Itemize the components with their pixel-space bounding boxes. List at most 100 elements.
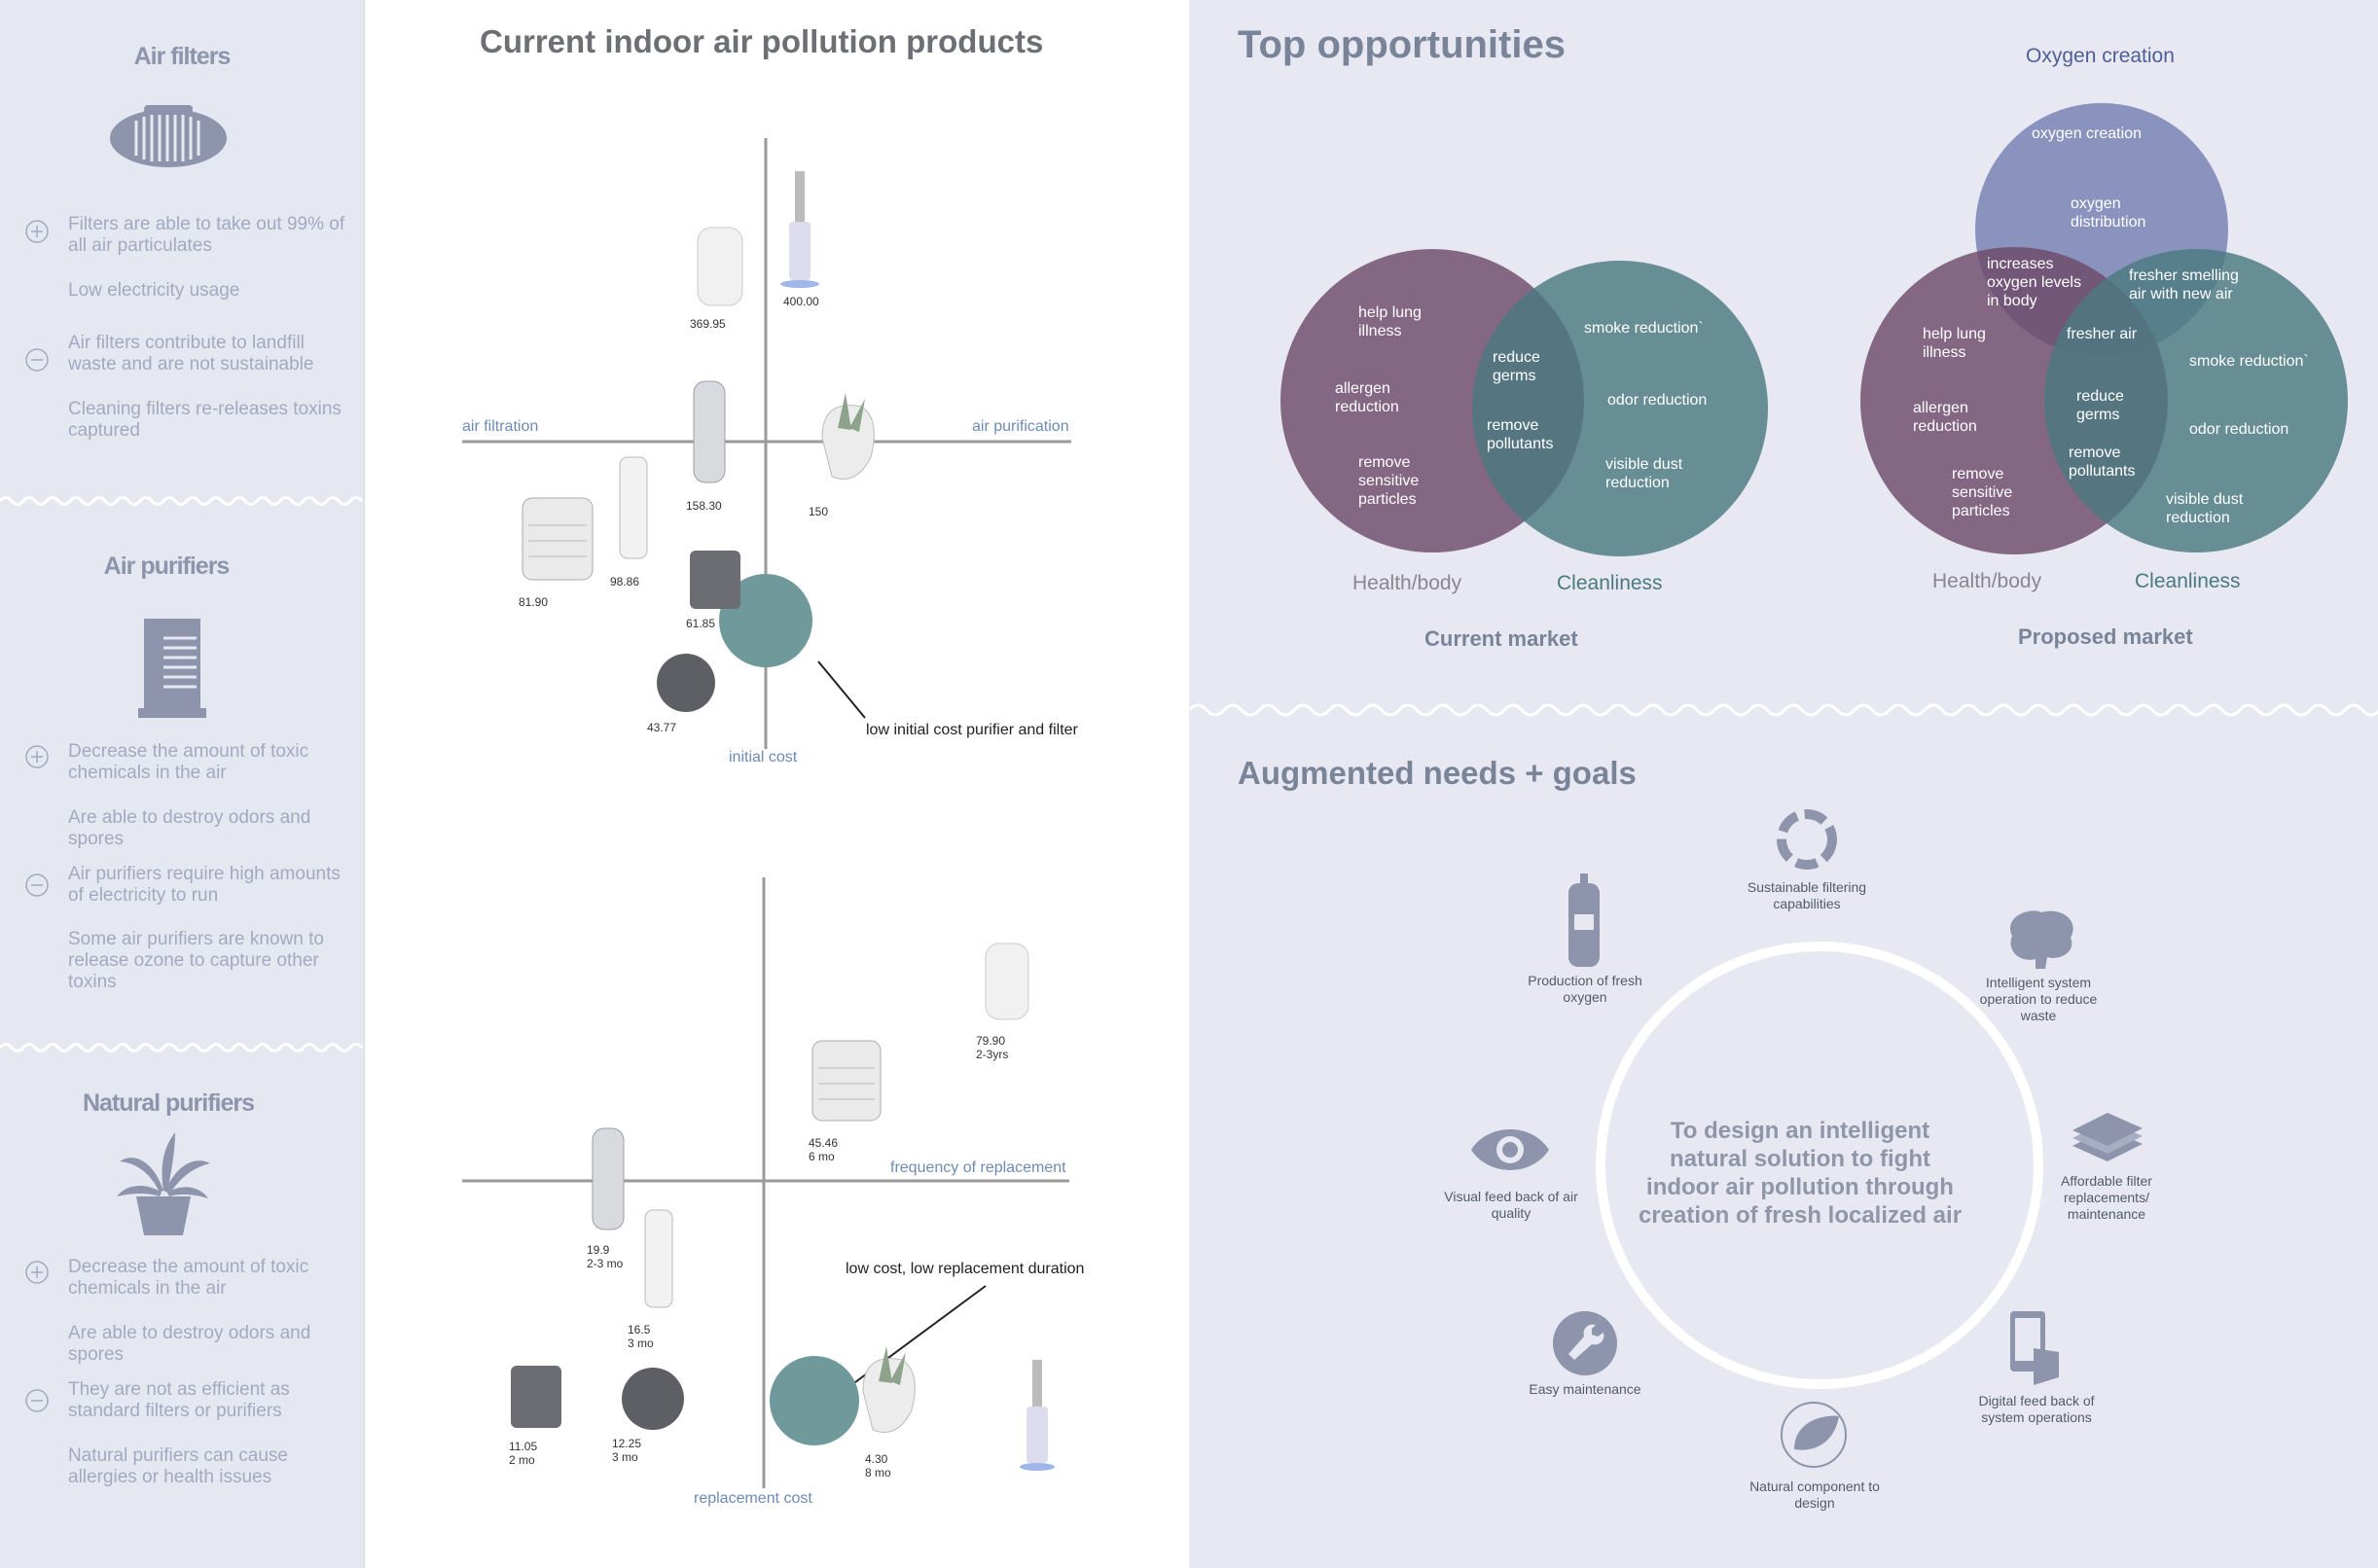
need-label: Digital feed back of system operations — [1978, 1393, 2095, 1425]
eye-icon — [1471, 1129, 1549, 1170]
pro-item: Filters are able to take out 99% of all … — [68, 214, 345, 256]
pro-item: Decrease the amount of toxic chemicals i… — [68, 741, 309, 783]
plus-icon — [25, 1261, 49, 1284]
venn-text: smoke reduction` — [2189, 353, 2309, 370]
venn-text: remove sensitive particles — [1358, 454, 1420, 508]
need-label: Easy maintenance — [1529, 1381, 1641, 1397]
wave-divider — [0, 1043, 364, 1052]
venn-label-oxygen: Oxygen creation — [2026, 45, 2175, 67]
need-label: Production of fresh oxygen — [1528, 973, 1642, 1005]
plus-icon — [25, 745, 49, 768]
venn-text: remove sensitive particles — [1952, 466, 2013, 519]
frequency-label: 2 mo — [509, 1453, 535, 1467]
venn-text: odor reduction — [2189, 421, 2289, 438]
venn-text: fresher smelling air with new air — [2129, 267, 2239, 303]
air-filter-icon — [110, 105, 227, 167]
cost-label: 79.90 — [976, 1034, 1006, 1048]
venn-text: help lung illness — [1358, 304, 1422, 339]
venn-label-health: Health/body — [1352, 572, 1462, 594]
panel-title: Current indoor air pollution products — [480, 23, 1044, 59]
cost-label: 12.25 — [612, 1437, 642, 1450]
wrench-icon — [1553, 1311, 1617, 1375]
product-images-chart1 — [522, 171, 875, 712]
cost-label: 19.9 — [587, 1243, 610, 1257]
price-label: 369.95 — [690, 317, 726, 331]
top-opportunities-title: Top opportunities — [1238, 23, 1566, 66]
price-label: 150 — [809, 505, 829, 518]
venn-text: remove pollutants — [1487, 417, 1554, 452]
venn-text: reduce germs — [2076, 388, 2124, 423]
venn-text: remove pollutants — [2069, 445, 2136, 480]
con-item: Some air purifiers are known to release … — [68, 929, 324, 992]
price-label: 81.90 — [519, 595, 549, 609]
pro-item: Are able to destroy odors and spores — [68, 1323, 311, 1365]
venn-text: visible dust reduction — [1605, 456, 1683, 491]
axis-label-initial-cost: initial cost — [729, 749, 798, 766]
positioning-axes — [462, 138, 1071, 1488]
venn-text: increases oxygen levels in body — [1987, 256, 2081, 309]
venn-text: odor reduction — [1607, 392, 1708, 409]
need-label: Visual feed back of air quality — [1444, 1189, 1578, 1221]
oxygen-tank-icon — [1568, 873, 1600, 967]
minus-icon — [25, 873, 49, 897]
cost-label: 16.5 — [628, 1323, 651, 1336]
frequency-label: 2-3yrs — [976, 1048, 1009, 1061]
minus-icon — [25, 1389, 49, 1412]
venn-text: visible dust reduction — [2166, 491, 2244, 526]
venn-text: fresher air — [2067, 326, 2138, 342]
con-item: They are not as efficient as standard fi… — [68, 1379, 290, 1421]
venn-text: allergen reduction — [1335, 380, 1399, 415]
con-item: Cleaning filters re-releases toxins capt… — [68, 399, 342, 441]
filter-stack-icon — [2072, 1113, 2143, 1161]
recycle-icon — [1777, 809, 1837, 870]
opportunities-panel: Top opportunities help lung illness alle… — [1189, 0, 2378, 1568]
leaf-icon — [1781, 1402, 1847, 1468]
sidebar: Air filters Filters are able to take out… — [0, 0, 365, 1568]
need-label: Sustainable filtering capabilities — [1747, 879, 1867, 911]
air-purifier-icon — [138, 619, 206, 718]
venn-text: oxygen distribution — [2071, 196, 2146, 231]
needs-title: Augmented needs + goals — [1238, 755, 1637, 791]
frequency-label: 3 mo — [612, 1450, 638, 1464]
pro-item: Low electricity usage — [68, 280, 240, 301]
frequency-label: 6 mo — [809, 1150, 835, 1163]
pro-item: Are able to destroy odors and spores — [68, 807, 311, 849]
axis-label-frequency-of-replacement: frequency of replacement — [890, 1159, 1066, 1176]
frequency-label: 8 mo — [865, 1466, 891, 1479]
venn-text: help lung illness — [1923, 326, 1986, 361]
axis-label-air-purification: air purification — [972, 418, 1069, 435]
venn-label-health: Health/body — [1932, 570, 2042, 592]
minus-icon — [25, 348, 49, 372]
need-label: Natural component to design — [1749, 1479, 1880, 1511]
goal-statement: To design an intelligent natural solutio… — [1638, 1118, 1963, 1229]
venn-text: reduce germs — [1493, 349, 1540, 384]
callout-label: low initial cost purifier and filter — [866, 722, 1078, 738]
plus-icon — [25, 220, 49, 243]
con-item: Natural purifiers can cause allergies or… — [68, 1445, 288, 1487]
plant-icon — [117, 1132, 210, 1235]
price-label: 61.85 — [686, 617, 716, 630]
axis-label-replacement-cost: replacement cost — [694, 1490, 812, 1507]
current-market-caption: Current market — [1424, 626, 1578, 651]
venn-text: oxygen creation — [2032, 125, 2142, 142]
venn-diagrams — [1189, 103, 2378, 1389]
venn-text: allergen reduction — [1913, 400, 1977, 435]
venn-label-cleanliness: Cleanliness — [2135, 570, 2241, 592]
cost-label: 45.46 — [809, 1136, 839, 1150]
frequency-label: 3 mo — [628, 1336, 654, 1350]
phone-hand-icon — [2010, 1311, 2059, 1385]
brain-icon — [2009, 910, 2073, 969]
price-label: 400.00 — [783, 295, 819, 308]
con-item: Air filters contribute to landfill waste… — [68, 333, 314, 374]
products-panel: Current indoor air pollution products ai… — [365, 0, 1188, 1568]
axis-label-air-filtration: air filtration — [462, 418, 539, 435]
section-title-natural-purifiers: Natural purifiers — [82, 1089, 255, 1117]
cost-label: 11.05 — [509, 1440, 538, 1453]
venn-label-cleanliness: Cleanliness — [1557, 572, 1663, 594]
venn-text: smoke reduction` — [1584, 320, 1704, 337]
pro-item: Decrease the amount of toxic chemicals i… — [68, 1257, 309, 1299]
wave-divider — [0, 496, 364, 506]
section-title-air-purifiers: Air purifiers — [103, 552, 231, 580]
product-images-chart2 — [511, 943, 1055, 1471]
con-item: Air purifiers require high amounts of el… — [68, 864, 341, 906]
